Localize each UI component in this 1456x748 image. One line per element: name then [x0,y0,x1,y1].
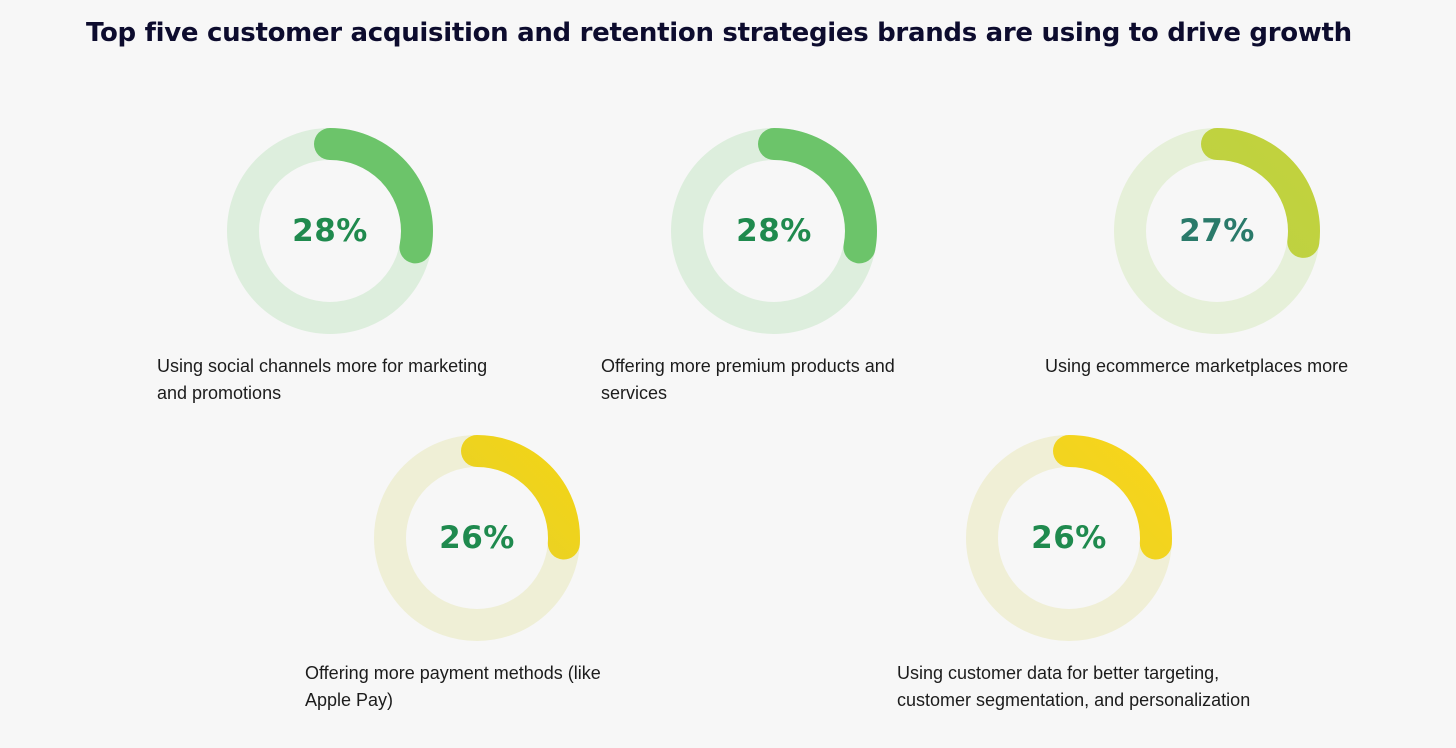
donut-svg [966,435,1172,641]
donut-chart-payment-methods: 26% [373,434,581,642]
donut-chart-social-channels: 28% [226,127,434,335]
donut-value-label: 28% [736,213,812,249]
donut-caption: Using ecommerce marketplaces more [1045,356,1349,376]
donut-svg [1114,128,1320,334]
donut-caption: Using customer data for better targeting… [897,663,1251,710]
donut-svg [227,128,433,334]
donut-value-arc [227,128,433,334]
donut-value-label: 26% [439,520,515,556]
chart-title: Top five customer acquisition and retent… [86,18,1352,48]
donut-value-arc [1114,128,1320,334]
donut-value-label: 28% [292,213,368,249]
donut-chart-ecommerce-marketplaces: 27% [1113,127,1321,335]
donut-chart-customer-data: 26% [965,434,1173,642]
donut-caption: Using social channels more for marketing… [157,356,488,403]
donut-chart-premium-products: 28% [670,127,878,335]
donut-caption: Offering more payment methods (like Appl… [305,663,601,710]
donut-caption: Offering more premium products and servi… [601,356,895,403]
donut-value-arc [671,128,877,334]
donut-svg [374,435,580,641]
donut-value-label: 27% [1179,213,1255,249]
donut-svg [671,128,877,334]
donut-value-label: 26% [1031,520,1107,556]
donut-value-arc [374,435,580,641]
donut-value-arc [966,435,1172,641]
